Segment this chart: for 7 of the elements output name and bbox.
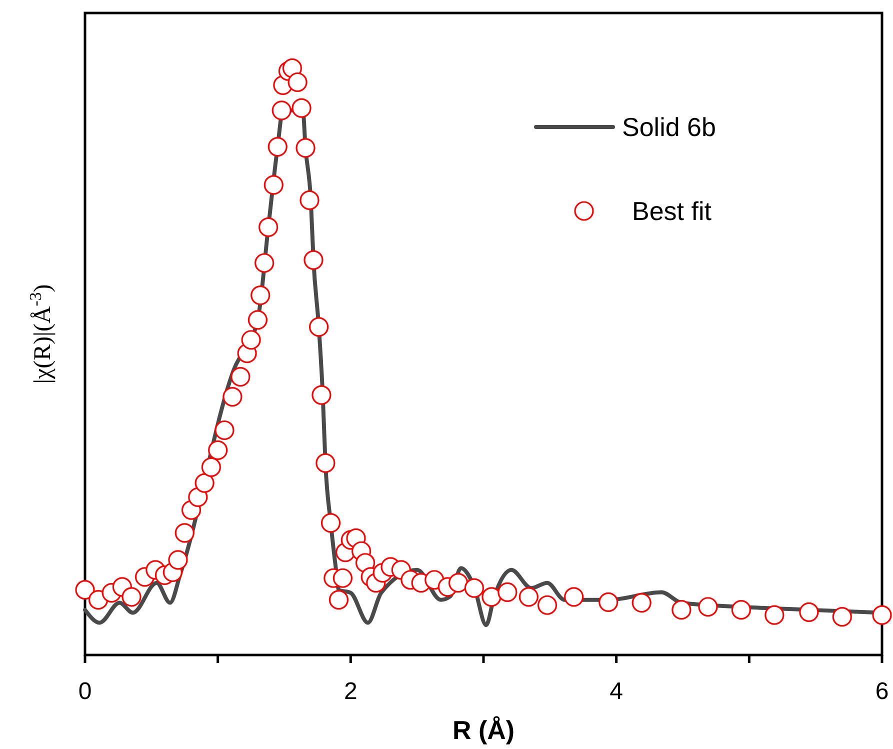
x-tick-label: 0 <box>78 678 92 705</box>
legend-label: Solid 6b <box>622 112 716 142</box>
legend-label: Best fit <box>632 196 712 226</box>
x-tick-label: 6 <box>875 678 889 705</box>
x-axis-title: R (Å) <box>452 715 515 745</box>
x-tick-label: 4 <box>610 678 624 705</box>
x-tick-label: 2 <box>344 678 358 705</box>
